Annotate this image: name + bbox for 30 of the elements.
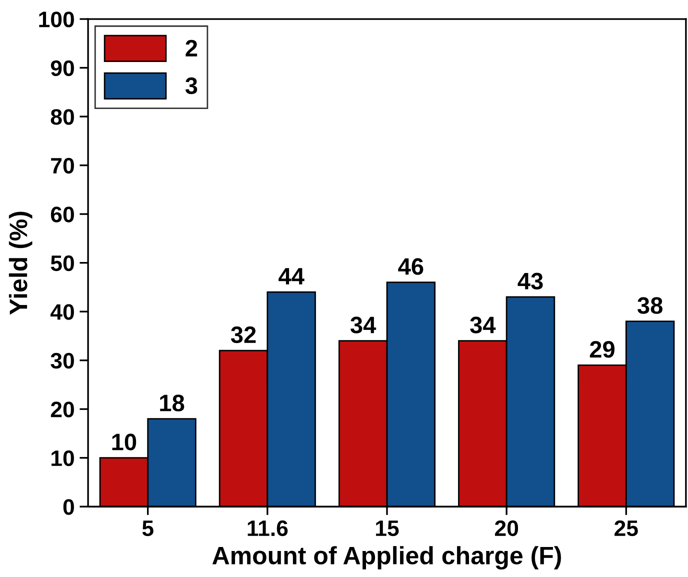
- data-label: 34: [470, 316, 496, 334]
- data-label: 10: [112, 434, 136, 450]
- x-tick-label: 25: [614, 520, 638, 536]
- x-tick-label: 11.6: [248, 520, 288, 536]
- y-tick-label: 0: [63, 499, 74, 515]
- data-label: 18: [160, 394, 184, 412]
- x-tick-label: 20: [494, 520, 518, 536]
- y-tick-label: 100: [39, 12, 74, 28]
- legend-label: 2: [186, 40, 198, 56]
- data-label: 44: [278, 268, 304, 284]
- y-tick-label: 30: [50, 352, 74, 369]
- y-tick-label: 70: [51, 158, 74, 174]
- data-label: 29: [590, 341, 614, 358]
- legend-label: 3: [185, 77, 198, 94]
- x-tick-label: 5: [142, 520, 154, 536]
- data-label: 32: [230, 326, 256, 344]
- y-tick-label: 40: [50, 304, 74, 320]
- y-tick-label: 90: [50, 60, 74, 76]
- y-tick-label: 50: [50, 255, 74, 272]
- y-tick-label: 80: [50, 109, 74, 125]
- y-tick-label: 10: [52, 450, 74, 466]
- data-label: 38: [637, 297, 662, 314]
- y-tick-label: 60: [50, 206, 74, 222]
- y-tick-label: 20: [50, 402, 74, 418]
- data-label: 43: [518, 272, 543, 290]
- data-label: 46: [398, 258, 424, 275]
- x-tick-label: 15: [376, 520, 399, 536]
- data-label: 34: [350, 316, 376, 334]
- y-axis-title: Yield (%): [8, 212, 32, 315]
- x-axis-title: Amount of Applied charge (F): [212, 546, 561, 570]
